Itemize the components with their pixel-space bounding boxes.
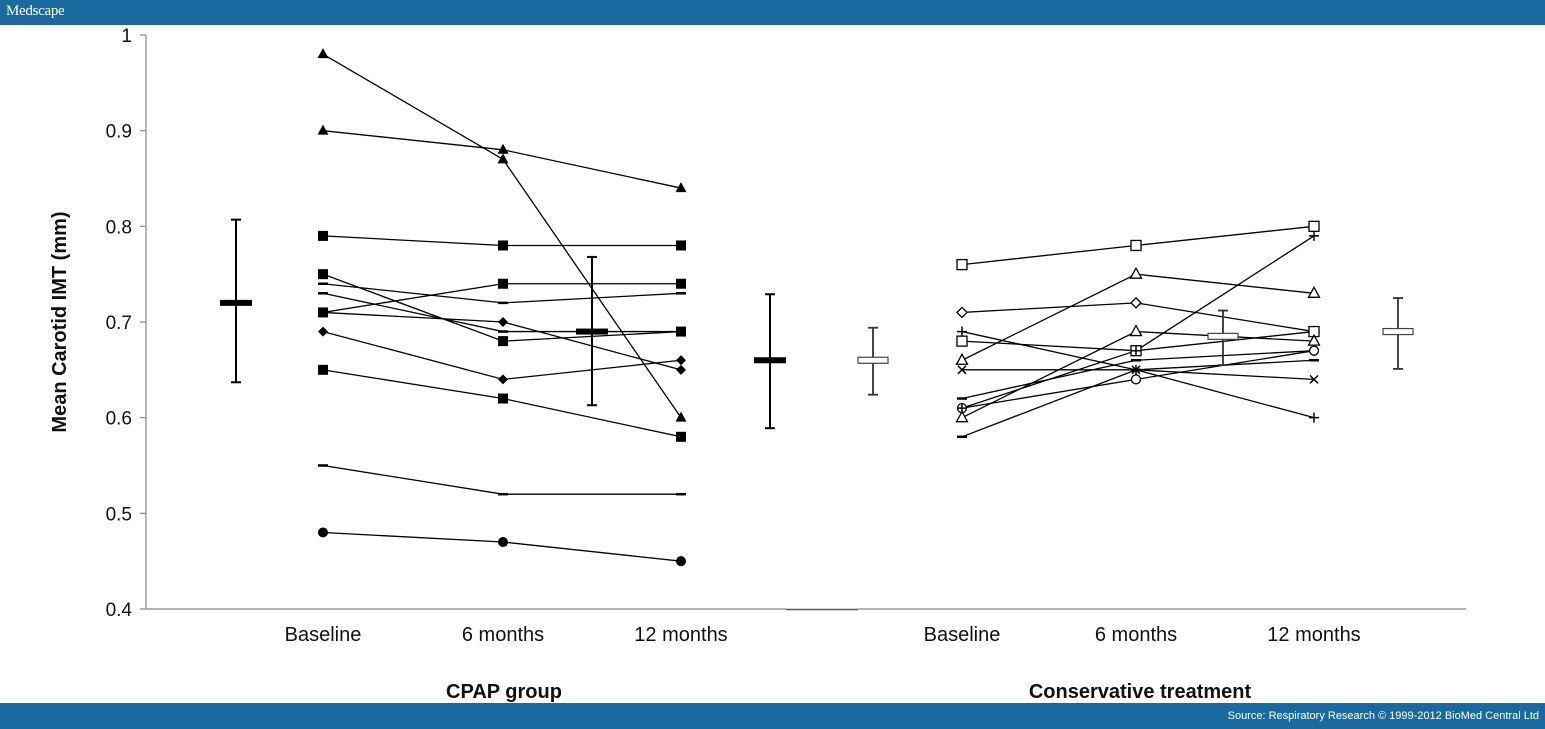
- mean-error-bar: [754, 293, 786, 430]
- data-point: [318, 307, 328, 318]
- data-point: [957, 403, 967, 414]
- series-line: [322, 464, 681, 495]
- data-point: [1308, 220, 1320, 232]
- data-point: [498, 374, 508, 385]
- y-tick-label: 1: [121, 26, 132, 47]
- data-point: [1307, 285, 1321, 298]
- data-point: [1309, 230, 1319, 241]
- group-label: CPAP group: [446, 681, 562, 703]
- data-point: [1309, 412, 1319, 423]
- y-tick-label: 0.8: [106, 217, 132, 238]
- data-point: [1130, 374, 1142, 385]
- y-tick-label: 0.7: [106, 313, 132, 334]
- data-point: [676, 556, 686, 567]
- data-point: [498, 537, 508, 548]
- data-point: [498, 336, 508, 347]
- mean-error-bar: [857, 326, 889, 396]
- mean-error-bar: [1207, 309, 1239, 366]
- data-point: [955, 410, 969, 423]
- data-point: [676, 431, 686, 442]
- y-tick-label: 0.4: [106, 600, 133, 621]
- source-credit: Source: Respiratory Research © 1999-2012…: [1227, 710, 1539, 722]
- data-point: [675, 411, 687, 422]
- data-point: [957, 326, 967, 337]
- data-point: [957, 365, 967, 375]
- y-tick-label: 0.6: [106, 409, 132, 430]
- data-point: [676, 240, 686, 251]
- bottom-banner: Source: Respiratory Research © 1999-2012…: [0, 703, 1545, 729]
- series-line: [322, 53, 682, 419]
- data-point: [956, 306, 968, 319]
- x-tick-label: Baseline: [285, 624, 362, 646]
- y-tick-label: 0.9: [106, 122, 132, 143]
- data-point: [318, 364, 328, 375]
- data-point: [1130, 296, 1142, 309]
- data-point: [497, 153, 509, 164]
- x-tick-label: 12 months: [634, 624, 727, 646]
- data-point: [317, 48, 329, 59]
- data-point: [497, 143, 509, 154]
- x-tick-label: 12 months: [1267, 624, 1360, 646]
- data-point: [956, 335, 968, 347]
- x-tick-label: Baseline: [924, 624, 1001, 646]
- x-tick-label: 6 months: [1095, 624, 1177, 646]
- data-point: [1309, 374, 1319, 384]
- brand-logo: Medscape: [6, 3, 65, 19]
- data-point: [318, 230, 328, 241]
- data-point: [318, 326, 328, 337]
- data-point: [1131, 345, 1141, 356]
- y-axis-title: Mean Carotid IMT (mm): [49, 211, 71, 432]
- data-point: [1129, 324, 1143, 337]
- data-point: [318, 527, 328, 538]
- data-point: [1130, 239, 1142, 252]
- mean-error-bar: [576, 255, 608, 407]
- top-banner: Medscape: [0, 0, 1545, 25]
- data-point: [318, 269, 328, 280]
- data-point: [317, 124, 329, 135]
- data-point: [1308, 345, 1320, 356]
- group-label: Conservative treatment: [1029, 681, 1252, 703]
- mean-error-bar: [1382, 297, 1414, 370]
- carotid-imt-chart: 0.4 0.5 0.6 0.7 0.8 0.9 1 Mean Carotid IMT (mm)…: [49, 26, 1466, 703]
- data-point: [675, 182, 687, 193]
- y-tick-label: 0.5: [106, 504, 132, 525]
- data-point: [1307, 333, 1321, 346]
- data-point: [676, 278, 686, 289]
- data-point: [676, 355, 686, 366]
- data-point: [956, 258, 968, 271]
- series-line: [961, 302, 1315, 333]
- data-point: [1129, 266, 1143, 279]
- data-point: [955, 352, 969, 365]
- mean-error-bar: [220, 218, 252, 384]
- x-tick-label: 6 months: [462, 624, 544, 646]
- data-point: [676, 364, 686, 375]
- data-point: [498, 240, 508, 251]
- data-point: [498, 317, 508, 327]
- data-point: [498, 393, 508, 404]
- data-point: [498, 278, 508, 289]
